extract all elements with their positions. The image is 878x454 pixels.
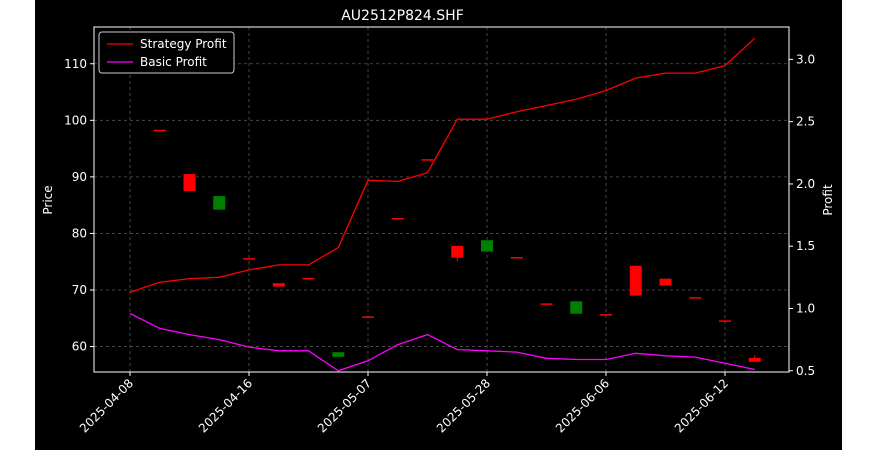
candle-body [600, 314, 612, 316]
y-tick-label-left: 110 [64, 57, 87, 71]
chart-figure: AU2512P824.SHF 60 70 80 90 100 110 0.5 1.0 1.5 2.… [35, 0, 842, 450]
legend: Strategy Profit Basic Profit [98, 31, 235, 74]
y-tick-label-right: 3.0 [796, 52, 815, 66]
candle-body [213, 196, 226, 210]
y-tick-label-right: 1.0 [796, 301, 815, 315]
y-tick-label-left: 100 [64, 113, 87, 127]
y-tick-label-left: 90 [72, 170, 87, 184]
x-tick-label: 2025-04-08 [77, 376, 136, 435]
candle-body [481, 240, 493, 252]
candle-body [689, 297, 702, 299]
grid-layer [94, 27, 789, 372]
x-tick-label: 2025-05-07 [315, 376, 374, 435]
y-tick-label-right: 0.5 [796, 364, 815, 378]
candle-body [183, 174, 196, 192]
candle-body [748, 357, 761, 362]
y-tick-label-right: 1.5 [796, 239, 815, 253]
legend-label-basic: Basic Profit [140, 55, 207, 69]
axis-layer: 60 70 80 90 100 110 0.5 1.0 1.5 2.0 2.5 3.0 2025-04-… [64, 52, 815, 435]
candle-body [540, 303, 553, 305]
candlestick-chart: AU2512P824.SHF 60 70 80 90 100 110 0.5 1.0 1.5 2.… [41, 8, 835, 435]
candle-body [451, 245, 464, 258]
line-layer [129, 37, 756, 372]
candle-body [302, 277, 315, 280]
candle-layer [153, 129, 761, 362]
y-tick-label-left: 80 [72, 226, 87, 240]
y-tick-label-left: 60 [72, 340, 87, 354]
legend-label-strategy: Strategy Profit [140, 37, 227, 51]
candle-body [510, 257, 523, 259]
legend-box [98, 31, 235, 74]
candle-body [391, 217, 404, 220]
y-tick-label-right: 2.0 [796, 177, 815, 191]
candle-body [362, 316, 374, 318]
x-tick-label: 2025-06-06 [553, 376, 612, 435]
candle-body [570, 301, 583, 314]
x-tick-label: 2025-05-28 [434, 376, 493, 435]
plot-frame [93, 26, 790, 373]
y-tick-label-left: 70 [72, 283, 87, 297]
strategy-profit-line [129, 37, 756, 293]
x-tick-label: 2025-06-12 [672, 376, 731, 435]
y-axis-label-right: Profit [821, 184, 835, 216]
candle-body [153, 129, 166, 132]
candle-body [243, 258, 255, 260]
y-axis-label-left: Price [41, 185, 55, 214]
basic-profit-line [129, 312, 755, 372]
candle-body [421, 159, 434, 161]
candle-body [272, 283, 285, 287]
candle-body [332, 352, 345, 357]
y-tick-label-right: 2.5 [796, 115, 815, 129]
candle-body [659, 278, 672, 286]
candle-body [629, 265, 642, 296]
x-tick-label: 2025-04-16 [196, 376, 255, 435]
candle-body [719, 320, 731, 322]
chart-title: AU2512P824.SHF [341, 8, 464, 24]
